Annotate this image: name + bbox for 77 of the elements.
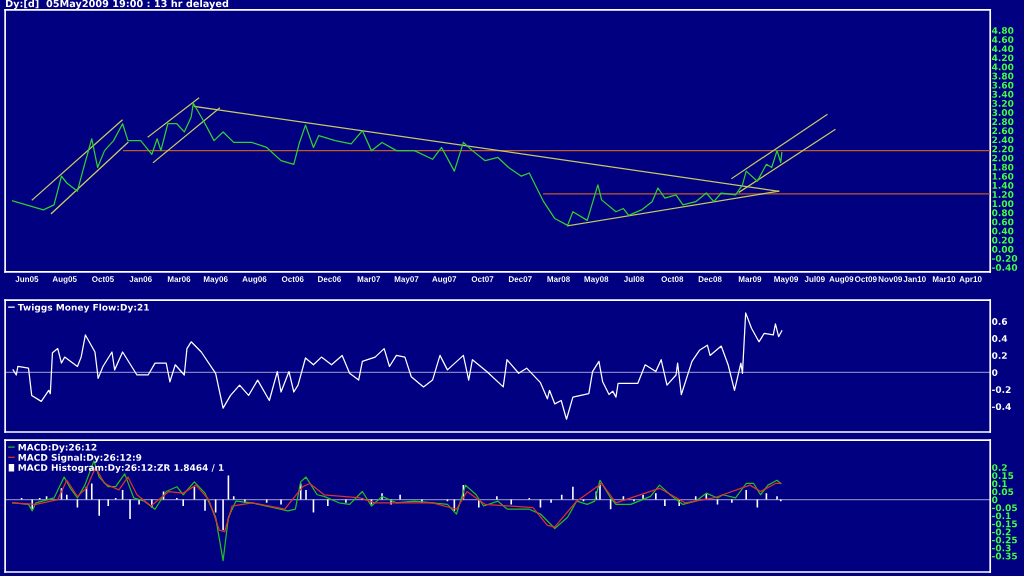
x-tick-label: Aug06	[242, 276, 267, 284]
y-tick-label: 3.20	[992, 99, 1014, 107]
y-tick-label: 3.80	[992, 72, 1014, 80]
y-tick-label: 1.80	[992, 163, 1014, 171]
x-tick-label: Mar07	[357, 276, 381, 282]
y-tick-label: 0.05	[992, 488, 1014, 496]
x-tick-label: Oct08	[661, 276, 684, 282]
x-tick-label: May07	[394, 276, 419, 284]
y-tick-label: 3.60	[992, 81, 1014, 89]
x-tick-label: May06	[203, 276, 228, 284]
y-tick-label: -0.15	[992, 520, 1017, 528]
y-tick-label: 3.00	[992, 109, 1014, 116]
y-tick-label: 0.80	[992, 209, 1014, 217]
legend-label: MACD:Dy:26:12	[18, 443, 97, 453]
y-tick-label: -0.40	[992, 264, 1018, 271]
y-tick-label: 0	[992, 496, 998, 504]
y-tick-label: -0.05	[992, 504, 1017, 512]
x-tick-label: Dec06	[318, 276, 341, 282]
y-tick-label: 2.60	[992, 127, 1014, 135]
x-tick-label: Mar06	[167, 276, 191, 282]
x-tick-label: Jun05	[15, 276, 39, 282]
y-tick-label: 0.20	[992, 236, 1014, 244]
x-tick-label: Dec07	[508, 276, 532, 282]
x-tick-label: Dec08	[698, 276, 722, 282]
x-tick-label: Mar10	[932, 276, 956, 282]
y-tick-label: -0.35	[992, 552, 1017, 560]
y-tick-label: 0.15	[992, 472, 1014, 480]
x-tick-label: Jan10	[903, 276, 926, 282]
y-tick-label: 4.80	[992, 27, 1014, 34]
y-tick-label: 2.40	[992, 136, 1014, 144]
y-tick-label: 0.2	[992, 352, 1007, 359]
y-tick-label: 1.40	[992, 182, 1014, 189]
x-tick-label: Oct05	[92, 276, 114, 282]
x-tick-label: Apr10	[959, 276, 982, 284]
x-tick-label: Oct09	[854, 276, 877, 282]
x-tick-label: Jan06	[129, 276, 152, 282]
y-tick-label: 4.60	[992, 36, 1014, 43]
y-tick-label: 3.40	[992, 90, 1014, 98]
x-tick-label: Aug07	[432, 276, 457, 284]
x-tick-label: May09	[774, 276, 799, 284]
y-tick-label: 0.1	[992, 480, 1007, 488]
y-tick-label: 0.00	[992, 245, 1014, 253]
y-tick-label: -0.20	[992, 254, 1018, 262]
legend-label: MACD Signal:Dy:26:12:9	[18, 453, 142, 463]
x-tick-label: Jul09	[804, 276, 825, 282]
x-tick-label: May08	[584, 276, 609, 284]
x-tick-label: Nov09	[878, 276, 903, 282]
x-tick-label: Mar08	[547, 276, 570, 282]
x-tick-label: Jul08	[623, 276, 645, 282]
y-tick-label: -0.3	[992, 544, 1011, 552]
y-tick-label: 2.80	[992, 118, 1014, 126]
y-tick-label: 2.00	[992, 154, 1014, 162]
y-tick-label: 0.2	[992, 464, 1007, 471]
y-tick-label: 1.00	[992, 200, 1014, 208]
y-tick-label: 0.40	[992, 227, 1014, 235]
x-tick-label: Oct07	[471, 276, 494, 282]
x-tick-label: Aug05	[52, 276, 77, 284]
y-tick-label: -0.2	[992, 528, 1011, 536]
y-tick-label: -0.1	[992, 512, 1011, 520]
y-tick-label: 0.4	[992, 335, 1008, 342]
legend-label: Twiggs Money Flow:Dy:21	[17, 303, 149, 313]
y-tick-label: -0.25	[992, 536, 1017, 544]
y-tick-label: 0.6	[992, 318, 1008, 325]
y-tick-label: 0	[992, 369, 998, 376]
y-tick-label: 0.60	[992, 218, 1014, 226]
y-tick-label: -0.4	[992, 403, 1011, 411]
x-tick-label: Mar09	[738, 276, 762, 282]
y-tick-label: 1.20	[992, 191, 1014, 198]
x-tick-label: Oct06	[281, 276, 304, 282]
y-tick-label: 4.00	[992, 63, 1014, 71]
y-tick-label: 4.40	[992, 45, 1014, 53]
y-tick-label: -0.2	[992, 386, 1011, 394]
y-tick-label: 1.60	[992, 172, 1014, 180]
y-tick-label: 2.20	[992, 145, 1014, 153]
chart-title: Dy:[d] 05May2009 19:00 : 13 hr delayed	[6, 0, 229, 10]
y-tick-label: 4.20	[992, 54, 1014, 62]
x-tick-label: Aug09	[829, 276, 854, 284]
